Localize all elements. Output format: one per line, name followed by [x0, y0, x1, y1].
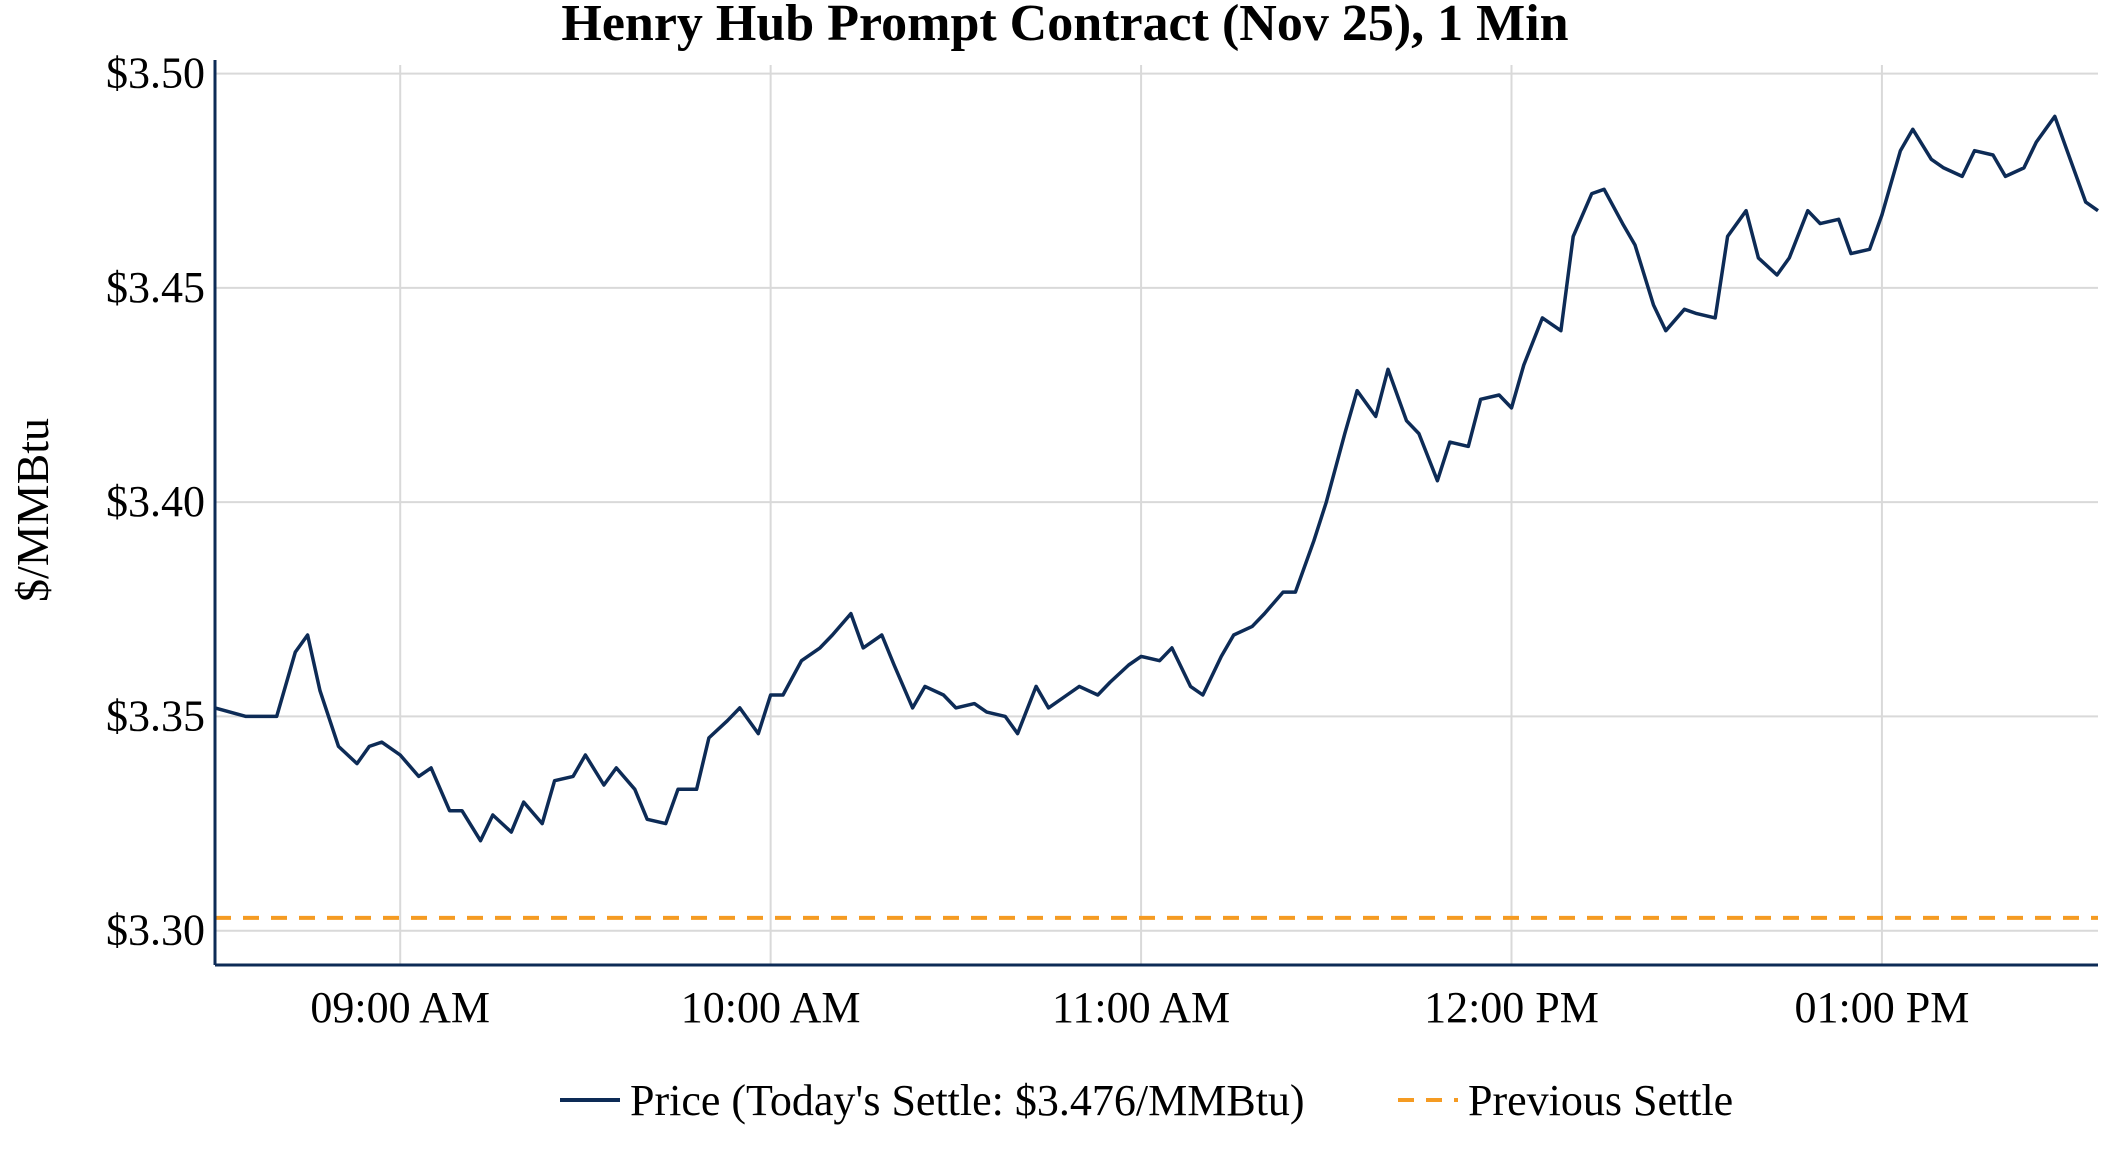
- y-tick-label: $3.35: [106, 691, 205, 740]
- legend-label-previous-settle: Previous Settle: [1468, 1076, 1733, 1125]
- x-tick-labels: 09:00 AM 10:00 AM 11:00 AM 12:00 PM 01:00 PM: [310, 983, 1969, 1032]
- y-tick-label: $3.40: [106, 477, 205, 526]
- y-tick-label: $3.30: [106, 906, 205, 955]
- x-tick-label: 11:00 AM: [1052, 983, 1230, 1032]
- x-tick-label: 01:00 PM: [1795, 983, 1970, 1032]
- y-tick-label: $3.45: [106, 263, 205, 312]
- axes: [213, 60, 2098, 967]
- legend-label-price: Price (Today's Settle: $3.476/MMBtu): [630, 1076, 1305, 1125]
- y-tick-label: $3.50: [106, 49, 205, 98]
- gridlines: [215, 65, 2098, 965]
- x-tick-label: 10:00 AM: [681, 983, 861, 1032]
- x-tick-label: 12:00 PM: [1424, 983, 1599, 1032]
- legend: Price (Today's Settle: $3.476/MMBtu) Prev…: [560, 1076, 1733, 1125]
- chart-title: Henry Hub Prompt Contract (Nov 25), 1 Mi…: [561, 0, 1568, 52]
- series-layer: [214, 114, 2100, 920]
- price-series-line: [214, 114, 2100, 843]
- y-axis-title: $/MMBtu: [7, 418, 58, 602]
- x-tick-label: 09:00 AM: [310, 983, 490, 1032]
- y-tick-labels: $3.30 $3.35 $3.40 $3.45 $3.50: [106, 49, 205, 955]
